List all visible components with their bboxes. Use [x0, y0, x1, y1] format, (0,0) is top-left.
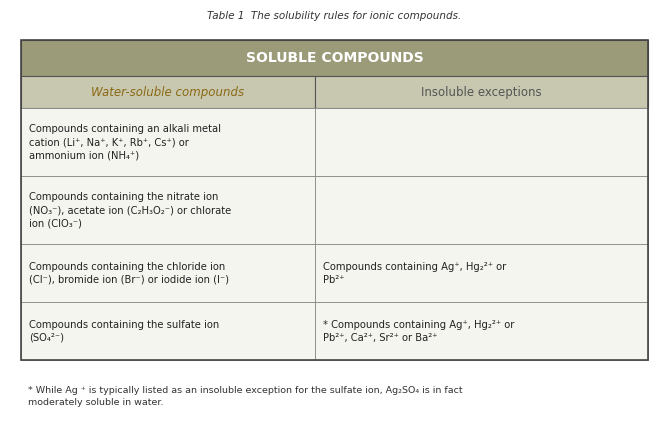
Bar [21, 76, 314, 108]
Bar [21, 176, 314, 244]
Text: Insoluble exceptions: Insoluble exceptions [421, 86, 541, 98]
Text: Compounds containing the chloride ion
(Cl⁻), bromide ion (Br⁻) or iodide ion (I⁻: Compounds containing the chloride ion (C… [29, 262, 229, 285]
Text: Compounds containing the sulfate ion
(SO₄²⁻): Compounds containing the sulfate ion (SO… [29, 319, 219, 343]
Bar [21, 244, 314, 302]
Text: * Compounds containing Ag⁺, Hg₂²⁺ or
Pb²⁺, Ca²⁺, Sr²⁺ or Ba²⁺: * Compounds containing Ag⁺, Hg₂²⁺ or Pb²… [322, 319, 514, 343]
Bar [21, 108, 314, 176]
Text: Compounds containing an alkali metal
cation (Li⁺, Na⁺, K⁺, Rb⁺, Cs⁺) or
ammonium: Compounds containing an alkali metal cat… [29, 124, 221, 160]
Bar [314, 176, 648, 244]
Bar [21, 40, 648, 360]
Text: * While Ag ⁺ is typically listed as an insoluble exception for the sulfate ion, : * While Ag ⁺ is typically listed as an i… [28, 386, 463, 407]
Bar [314, 244, 648, 302]
Bar [314, 302, 648, 360]
Bar [21, 40, 648, 76]
Bar [314, 108, 648, 176]
Bar [21, 302, 314, 360]
Text: Water-soluble compounds: Water-soluble compounds [92, 86, 244, 98]
Text: Table 1  The solubility rules for ionic compounds.: Table 1 The solubility rules for ionic c… [207, 11, 462, 22]
Text: Compounds containing the nitrate ion
(NO₃⁻), acetate ion (C₂H₃O₂⁻) or chlorate
i: Compounds containing the nitrate ion (NO… [29, 192, 231, 228]
Bar [314, 76, 648, 108]
Text: Compounds containing Ag⁺, Hg₂²⁺ or
Pb²⁺: Compounds containing Ag⁺, Hg₂²⁺ or Pb²⁺ [322, 262, 506, 285]
Text: SOLUBLE COMPOUNDS: SOLUBLE COMPOUNDS [246, 51, 423, 65]
